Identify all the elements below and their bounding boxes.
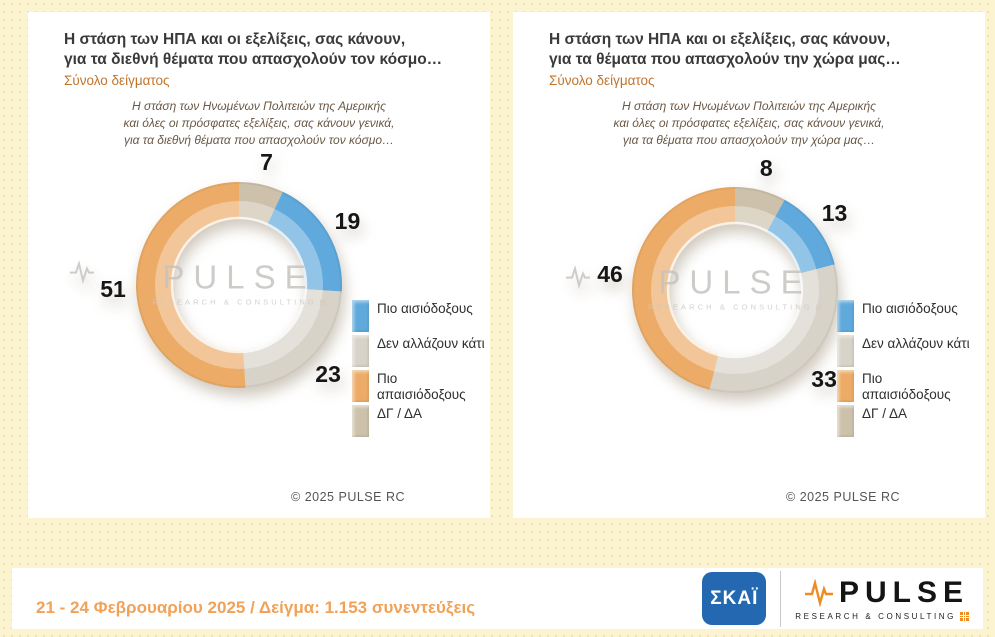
donut-bevel	[155, 201, 323, 369]
chart-question: Η στάση των Ηνωμένων Πολιτειών της Αμερι…	[513, 98, 985, 148]
legend-item-dont-know: ΔΓ / ΔΑ	[837, 405, 973, 438]
chart-question-line-3: για τα διεθνή θέματα που απασχολούν τον …	[123, 132, 395, 147]
legend-item-optimistic: Πιο αισιόδοξους	[352, 300, 488, 332]
footer-strip: 21 - 24 Φεβρουαρίου 2025 / Δείγμα: 1.153…	[12, 568, 983, 629]
legend-label-optimistic: Πιο αισιόδοξους	[862, 301, 958, 316]
donut-bevel	[136, 182, 342, 388]
chart-title: Η στάση των ΗΠΑ και οι εξελίξεις, σας κά…	[513, 12, 985, 70]
chart-title-line-1: Η στάση των ΗΠΑ και οι εξελίξεις, σας κά…	[549, 31, 891, 48]
chart-question: Η στάση των Ηνωμένων Πολιτειών της Αμερι…	[28, 98, 490, 148]
pulse-logo-subtext-label: RESEARCH & CONSULTING	[795, 612, 956, 621]
chart-subtitle: Σύνολο δείγματος	[64, 73, 170, 89]
slice-value-label: 19	[335, 208, 361, 234]
slice-value-label: 51	[100, 276, 126, 302]
pulse-logo: PULSE RESEARCH & CONSULTING	[795, 576, 969, 621]
donut-slice-2	[135, 182, 246, 388]
legend-label-no-change: Δεν αλλάζουν κάτι	[862, 336, 970, 351]
donut-slice-3	[239, 182, 283, 226]
donut-slice-3	[735, 187, 785, 233]
legend-item-no-change: Δεν αλλάζουν κάτι	[352, 335, 488, 367]
slice-value-label: 46	[597, 261, 623, 287]
legend-item-no-change: Δεν αλλάζουν κάτι	[837, 335, 973, 367]
legend-label-no-change: Δεν αλλάζουν κάτι	[377, 336, 485, 351]
slice-value-label: 7	[260, 149, 273, 175]
logo-separator	[780, 570, 782, 627]
donut-svg: 8 13 33 46	[597, 155, 848, 393]
donut-bevel	[651, 206, 819, 374]
donut-slice-1	[709, 264, 838, 393]
slice-value-label: 8	[760, 155, 773, 181]
legend-label-dont-know: ΔΓ / ΔΑ	[377, 406, 422, 422]
copyright-note: © 2025 PULSE RC	[786, 490, 900, 504]
chart-title-line-1: Η στάση των ΗΠΑ και οι εξελίξεις, σας κά…	[64, 31, 406, 48]
pulse-logo-text: PULSE	[838, 576, 969, 609]
skai-logo: ΣΚΑΪ	[702, 572, 767, 625]
chart-question-line-1: Η στάση των Ηνωμένων Πολιτειών της Αμερι…	[132, 99, 386, 114]
legend-item-pessimistic: Πιο απαισιόδοξους	[352, 370, 488, 402]
copyright-note: © 2025 PULSE RC	[291, 490, 405, 504]
legend-swatch-pessimistic	[352, 370, 369, 402]
chart-title-line-2: για τα διεθνή θέματα που απασχολούν τον …	[64, 51, 443, 69]
donut-bevel	[666, 221, 804, 359]
legend-label-dont-know: ΔΓ / ΔΑ	[862, 406, 907, 422]
donut-slice-0	[766, 199, 835, 274]
donut-slice-1	[243, 289, 342, 388]
legend-swatch-optimistic	[837, 300, 854, 332]
logo-group: ΣΚΑΪ PULSE RESEARCH & CONSULTING	[702, 570, 969, 627]
pulse-logo-subtext: RESEARCH & CONSULTING	[795, 612, 969, 621]
legend-swatch-no-change	[352, 335, 369, 367]
legend-swatch-dont-know	[837, 405, 854, 438]
chart-question-line-1: Η στάση των Ηνωμένων Πολιτειών της Αμερι…	[622, 99, 876, 114]
legend-swatch-optimistic	[352, 300, 369, 332]
legend-item-pessimistic: Πιο απαισιόδοξους	[837, 370, 973, 402]
legend-item-optimistic: Πιο αισιόδοξους	[837, 300, 973, 332]
slice-value-label: 23	[315, 361, 341, 387]
donut-svg: 7 19 23 51	[100, 149, 361, 388]
chart-question-line-3: για τα θέματα που απασχολούν την χώρα μα…	[622, 132, 876, 147]
donut-bevel	[170, 216, 308, 354]
chart-card-country: Η στάση των ΗΠΑ και οι εξελίξεις, σας κά…	[513, 12, 985, 518]
donut-slice-2	[632, 187, 735, 390]
legend-label-pessimistic: Πιο απαισιόδοξους	[377, 371, 466, 402]
legend-swatch-pessimistic	[837, 370, 854, 402]
donut-bevel	[632, 187, 838, 393]
legend-swatch-no-change	[837, 335, 854, 367]
legend-label-optimistic: Πιο αισιόδοξους	[377, 301, 473, 316]
grid-icon	[960, 612, 969, 621]
pulse-wave-icon	[804, 579, 833, 607]
chart-legend: Πιο αισιόδοξους Δεν αλλάζουν κάτι Πιο απ…	[352, 300, 488, 438]
chart-card-world: Η στάση των ΗΠΑ και οι εξελίξεις, σας κά…	[28, 12, 490, 518]
chart-subtitle: Σύνολο δείγματος	[549, 73, 655, 89]
slice-value-label: 33	[811, 366, 837, 392]
slice-value-label: 13	[822, 200, 848, 226]
legend-swatch-dont-know	[352, 405, 369, 438]
legend-item-dont-know: ΔΓ / ΔΑ	[352, 405, 488, 438]
chart-title: Η στάση των ΗΠΑ και οι εξελίξεις, σας κά…	[28, 12, 490, 70]
chart-question-line-2: και όλες οι πρόσφατες εξελίξεις, σας κάν…	[123, 116, 395, 131]
chart-question-line-2: και όλες οι πρόσφατες εξελίξεις, σας κάν…	[613, 116, 885, 131]
fieldwork-sample-note: 21 - 24 Φεβρουαρίου 2025 / Δείγμα: 1.153…	[36, 597, 476, 617]
legend-label-pessimistic: Πιο απαισιόδοξους	[862, 371, 951, 402]
chart-title-line-2: για τα θέματα που απασχολούν την χώρα μα…	[549, 51, 901, 69]
donut-slice-0	[267, 191, 342, 292]
chart-legend: Πιο αισιόδοξους Δεν αλλάζουν κάτι Πιο απ…	[837, 300, 973, 438]
